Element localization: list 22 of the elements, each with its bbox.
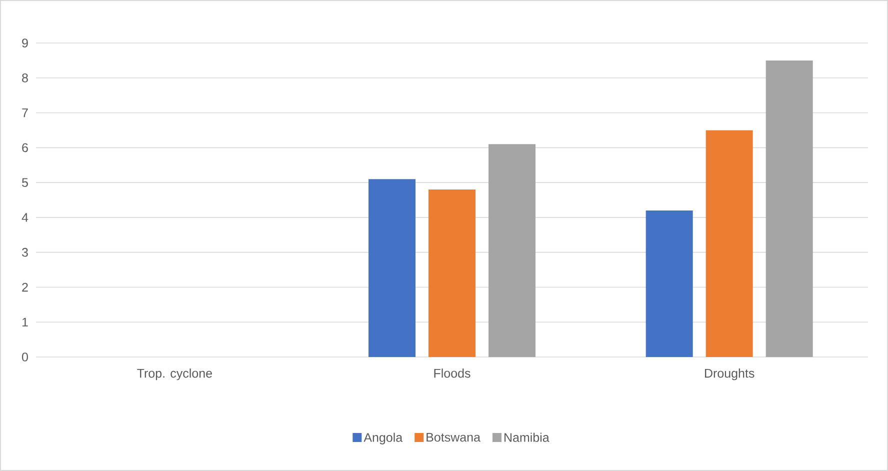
- y-tick-label: 7: [22, 108, 28, 118]
- y-tick-label: 9: [22, 38, 28, 48]
- x-tick-label: Droughts: [705, 368, 754, 380]
- x-tick-label: Floods: [434, 368, 470, 378]
- x-tick-label: Trop. cyclone: [137, 368, 212, 380]
- legend-label: Botswana: [426, 432, 480, 442]
- y-tick-label: 1: [22, 318, 28, 326]
- bar: [646, 210, 693, 357]
- bar: [706, 130, 753, 357]
- legend-label: Angola: [364, 432, 403, 444]
- y-tick-label: 2: [22, 282, 28, 292]
- y-tick-label: 0: [22, 352, 28, 362]
- legend-label: Namibia: [504, 432, 550, 442]
- bar: [488, 144, 536, 357]
- bar: [766, 60, 813, 357]
- bar: [368, 179, 416, 357]
- y-tick-label: 5: [22, 178, 28, 187]
- y-tick-label: 4: [22, 213, 28, 222]
- bar: [428, 190, 476, 357]
- y-tick-label: 6: [22, 143, 28, 152]
- y-tick-label: 8: [22, 73, 28, 82]
- y-tick-label: 3: [22, 248, 28, 257]
